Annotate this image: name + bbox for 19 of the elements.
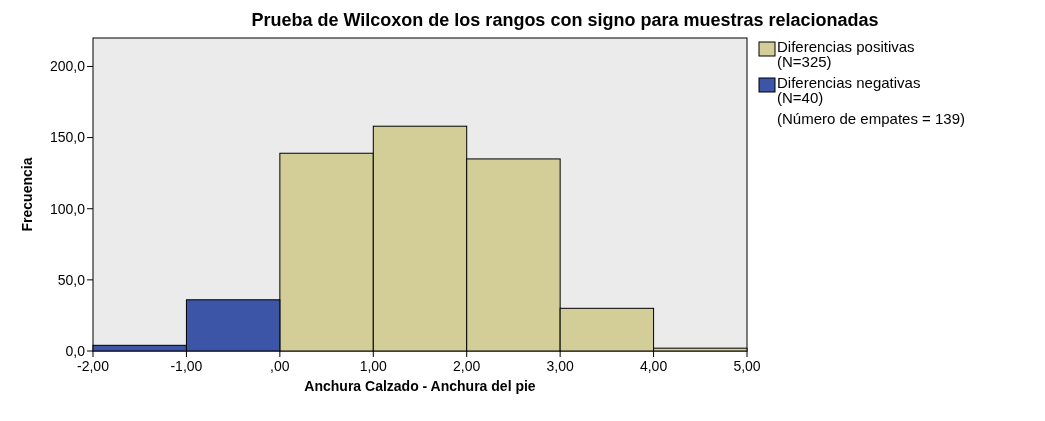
- x-axis-title: Anchura Calzado - Anchura del pie: [304, 378, 536, 394]
- x-tick-label: 1,00: [359, 358, 388, 374]
- y-tick-label: 50,0: [57, 271, 86, 288]
- x-tick-label: 3,00: [546, 358, 574, 374]
- y-axis-title: Frecuencia: [19, 157, 35, 232]
- x-tick-label: -1,00: [170, 358, 203, 374]
- legend-label: Diferencias positivas (N=325): [777, 38, 915, 70]
- y-tick-label: 150,0: [49, 129, 86, 146]
- x-tick-label: ,00: [270, 358, 290, 374]
- x-tick-label: 2,00: [453, 358, 481, 374]
- chart-title: Prueba de Wilcoxon de los rangos con signo para muestras relacionadas: [251, 10, 879, 30]
- text: (Número de empates = 139): [777, 110, 966, 127]
- x-tick-label: -2,00: [77, 358, 110, 374]
- x-tick-label: 4,00: [639, 358, 668, 374]
- legend-label: Diferencias negativas (N=40): [777, 74, 921, 106]
- y-tick-label: 0,0: [65, 342, 86, 359]
- y-tick-label: 200,0: [49, 58, 86, 75]
- x-tick-label: 5,00: [733, 358, 761, 374]
- y-tick-label: 100,0: [49, 200, 86, 217]
